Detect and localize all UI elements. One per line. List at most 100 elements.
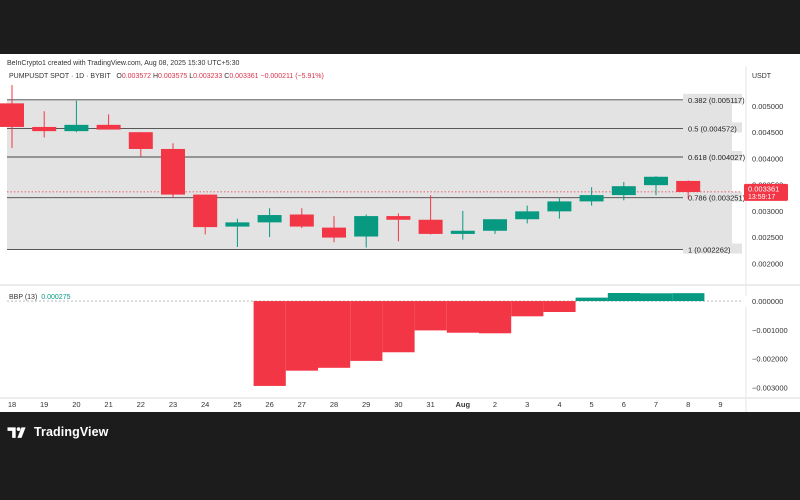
indicator-value: 0.000275 [41,294,71,301]
candle-30[interactable] [386,213,411,242]
bbp-bar-28[interactable] [318,301,351,368]
bbp-bar-31[interactable] [414,301,447,331]
candle-23[interactable] [161,143,185,198]
candle-19[interactable] [32,111,57,138]
bbp-bar-29[interactable] [350,301,383,361]
date-tick-label: 24 [201,400,209,409]
bbp-bar-5[interactable] [575,297,608,302]
candle-body[interactable] [0,103,24,127]
last-price-value: 0.003361 [748,184,779,193]
candle-24[interactable] [193,194,218,235]
price-tick-label: 0.005000 [752,102,783,111]
candle-body[interactable] [128,132,153,149]
candle-27[interactable] [289,208,314,229]
close-value: 0.003361 [229,73,259,80]
indicator-legend[interactable]: BBP (13) 0.000275 [9,294,70,301]
candle-body[interactable] [96,124,121,130]
candle-18[interactable] [0,85,24,148]
candle-28[interactable] [322,216,346,243]
open-label: O [116,73,122,80]
candle-body[interactable] [257,215,282,223]
candle-body[interactable] [32,126,57,132]
bbp-value-bg [744,295,788,307]
candle-7[interactable] [644,176,668,196]
candle-26[interactable] [257,208,282,238]
candle-body[interactable] [515,211,540,220]
date-tick-label: 20 [72,400,80,409]
candle-body[interactable] [322,227,346,238]
bbp-bar-Aug[interactable] [446,301,479,333]
tradingview-logo-icon [7,427,26,438]
fib-label-bg [683,150,742,161]
date-tick-label: 30 [394,400,402,409]
tradingview-logo[interactable]: TradingView [7,423,109,441]
candle-body[interactable] [676,180,701,192]
bbp-bar-7[interactable] [640,293,673,302]
fib-label-bg [683,191,742,202]
date-tick-label: Aug [456,400,471,409]
candle-body[interactable] [547,201,572,212]
candle-body[interactable] [225,222,250,227]
candle-body[interactable] [418,219,443,234]
candle-body[interactable] [579,195,604,202]
candle-body[interactable] [289,214,314,227]
tradingview-logo-text: TradingView [34,425,109,439]
candle-body[interactable] [483,219,507,231]
date-tick-label: 18 [8,400,16,409]
bbp-bar-3[interactable] [511,301,544,317]
candle-25[interactable] [225,218,250,248]
change-value: −0.000211 (−5.91%) [260,73,324,80]
date-tick-label: 8 [686,400,690,409]
price-tick-label: 0.002500 [752,233,783,242]
candle-8[interactable] [676,180,701,199]
fib-label: 0.382 (0.005117) [688,96,745,105]
indicator-name[interactable]: BBP (13) [9,294,38,301]
low-label: L [189,73,194,80]
symbol-name[interactable]: PUMPUSDT SPOT · 1D · BYBIT [9,73,111,80]
candle-21[interactable] [96,114,121,130]
last-price-badge[interactable] [744,183,788,201]
candle-3[interactable] [515,205,540,224]
date-tick-label: 25 [233,400,241,409]
candle-22[interactable] [128,132,153,157]
currency-label[interactable]: USDT [752,73,772,80]
bbp-bar-2[interactable] [479,301,512,334]
bbp-tick-label: −0.001000 [752,326,788,335]
candle-body[interactable] [161,148,185,195]
candle-body[interactable] [611,186,636,196]
date-tick-label: 31 [426,400,434,409]
fib-label: 0.618 (0.004027) [688,153,746,162]
bbp-bar-30[interactable] [382,301,415,353]
candle-body[interactable] [450,230,475,234]
fib-label-bg [683,93,742,104]
candle-5[interactable] [579,187,604,206]
candle-body[interactable] [386,216,411,220]
bbp-bar-8[interactable] [672,293,705,302]
candle-29[interactable] [354,214,379,248]
date-tick-label: 21 [104,400,112,409]
bbp-bar-27[interactable] [285,301,318,371]
bbp-bar-4[interactable] [543,301,576,312]
price-tick-label: 0.004500 [752,128,783,137]
bbp-tick-label: −0.002000 [752,355,788,364]
date-tick-label: 9 [718,400,722,409]
symbol-legend[interactable]: PUMPUSDT SPOT · 1D · BYBIT O0.003572 H0.… [9,73,324,80]
candle-body[interactable] [64,124,89,132]
candle-body[interactable] [193,194,218,228]
bbp-bar-6[interactable] [607,293,640,302]
candle-body[interactable] [644,176,668,186]
candle-body[interactable] [354,216,379,237]
date-tick-label: 26 [265,400,273,409]
date-tick-label: 4 [557,400,561,409]
candle-31[interactable] [418,195,443,235]
candle-4[interactable] [547,197,572,219]
candle-2[interactable] [483,219,507,234]
candle-Aug[interactable] [450,210,475,240]
low-value: 0.003233 [193,73,223,80]
fib-label-bg [683,122,742,133]
bbp-bar-26[interactable] [253,301,286,386]
candle-20[interactable] [64,100,89,133]
candle-6[interactable] [611,182,636,201]
fib-label: 0.5 (0.004572) [688,124,737,133]
